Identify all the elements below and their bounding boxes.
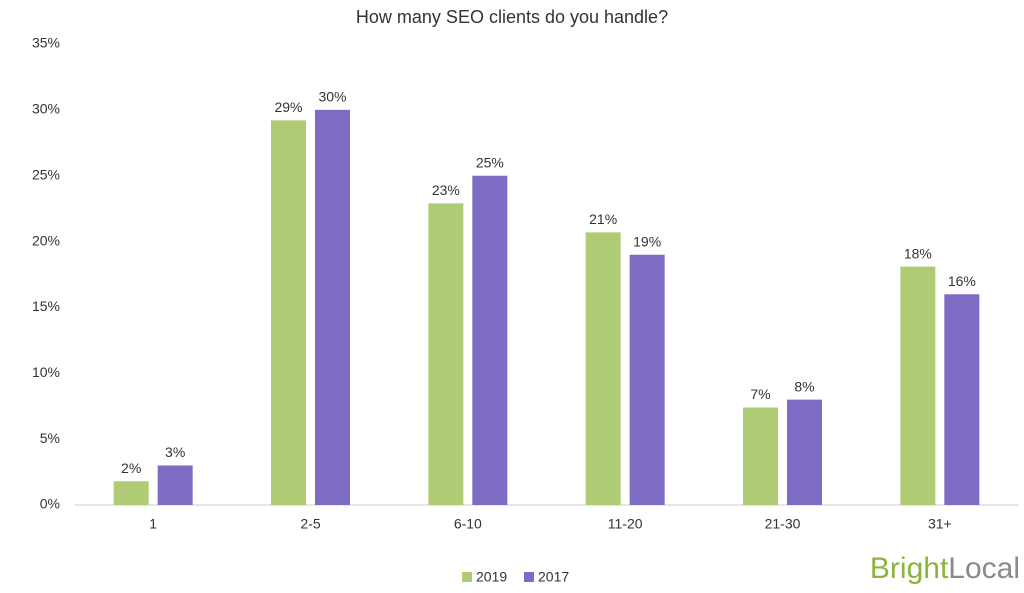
brand-local: Local bbox=[948, 552, 1020, 585]
chart-title: How many SEO clients do you handle? bbox=[356, 7, 668, 27]
y-tick-label: 10% bbox=[32, 364, 60, 380]
x-tick-label: 11-20 bbox=[608, 516, 643, 532]
data-label: 18% bbox=[904, 245, 932, 261]
x-tick-label: 6-10 bbox=[454, 516, 482, 532]
bar bbox=[787, 399, 822, 505]
legend-label: 2017 bbox=[538, 569, 569, 585]
bar bbox=[157, 465, 193, 505]
x-tick-label: 21-30 bbox=[765, 516, 801, 532]
x-tick-label: 31+ bbox=[928, 516, 952, 532]
data-label: 3% bbox=[165, 444, 185, 460]
x-tick-label: 1 bbox=[149, 516, 157, 532]
data-label: 8% bbox=[794, 378, 814, 394]
bar bbox=[944, 294, 980, 505]
y-tick-label: 30% bbox=[32, 101, 60, 117]
bar bbox=[629, 254, 665, 505]
y-tick-label: 20% bbox=[32, 232, 60, 248]
bar bbox=[585, 232, 621, 505]
x-tick-label: 2-5 bbox=[300, 516, 320, 532]
legend-label: 2019 bbox=[476, 569, 507, 585]
y-tick-label: 35% bbox=[32, 35, 60, 51]
data-label: 7% bbox=[750, 386, 770, 402]
bar bbox=[743, 407, 778, 505]
legend-swatch bbox=[524, 572, 534, 582]
bar bbox=[428, 203, 464, 506]
bar bbox=[472, 175, 508, 505]
y-tick-label: 5% bbox=[40, 430, 60, 446]
data-label: 2% bbox=[121, 460, 141, 476]
bar bbox=[900, 266, 936, 505]
legend-swatch bbox=[462, 572, 472, 582]
y-tick-label: 15% bbox=[32, 298, 60, 314]
data-label: 23% bbox=[432, 182, 460, 198]
brand-bright: Bright bbox=[870, 552, 949, 585]
brand-logo: BrightLocal bbox=[870, 552, 1020, 585]
data-label: 29% bbox=[274, 99, 302, 115]
bar bbox=[113, 481, 149, 505]
y-tick-label: 25% bbox=[32, 166, 60, 182]
data-label: 16% bbox=[948, 273, 976, 289]
data-label: 19% bbox=[633, 233, 661, 249]
bar bbox=[271, 120, 306, 505]
data-label: 25% bbox=[476, 154, 504, 170]
data-label: 21% bbox=[589, 211, 617, 227]
bar bbox=[315, 109, 350, 505]
data-label: 30% bbox=[318, 89, 346, 105]
y-tick-label: 0% bbox=[40, 496, 60, 512]
